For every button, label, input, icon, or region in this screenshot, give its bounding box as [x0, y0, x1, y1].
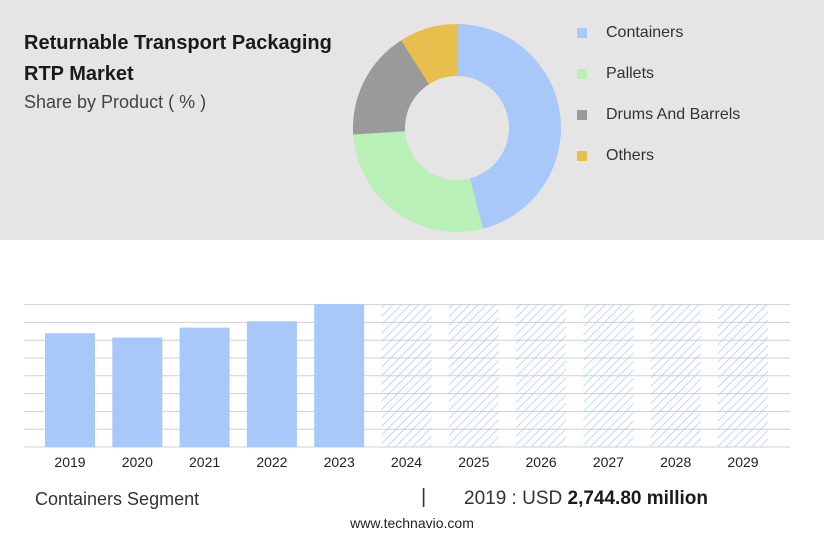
legend-item: Others: [577, 135, 740, 176]
x-tick-label: 2022: [256, 454, 287, 470]
bar-2021: [179, 327, 230, 447]
legend-label: Pallets: [606, 64, 655, 82]
donut-slice-drums-and-barrels: [353, 40, 430, 135]
segment-label: Containers Segment: [35, 489, 200, 509]
segment-value-amount: 2,744.80 million: [567, 488, 708, 509]
segment-value: 2019 : USD 2,744.80 million: [464, 488, 708, 510]
legend-swatch: [577, 109, 587, 120]
market-size-bar-chart: 2019 2020 2021 2022 2023 2024 2025 2026 2027 2028…: [24, 304, 790, 470]
footer-separator: |: [421, 486, 427, 508]
forecast-bar-2025: [448, 304, 499, 447]
x-tick-label: 2029: [727, 454, 758, 470]
legend-swatch: [577, 150, 587, 161]
donut-slice-containers: [457, 24, 562, 229]
x-tick-label: 2028: [660, 454, 691, 470]
bar-2022: [246, 321, 297, 447]
legend-swatch: [577, 68, 587, 79]
forecast-bar-2027: [583, 304, 634, 447]
forecast-bar-2026: [516, 304, 567, 447]
legend-swatch: [577, 27, 587, 38]
bar-2019: [45, 333, 95, 447]
legend-label: Containers: [606, 23, 684, 41]
chart-subtitle: Share by Product ( % ): [24, 92, 207, 112]
legend-item: Pallets: [577, 53, 740, 94]
x-tick-label: 2026: [526, 454, 557, 470]
segment-value-prefix: 2019 : USD: [464, 488, 563, 509]
forecast-bar-2028: [650, 304, 701, 447]
x-tick-label: 2021: [189, 454, 220, 470]
chart-title: Returnable Transport Packaging RTP Marke…: [24, 32, 332, 85]
legend-label: Drums And Barrels: [606, 105, 741, 123]
legend-label: Others: [606, 146, 655, 164]
forecast-bar-2024: [381, 304, 432, 447]
legend-item: Drums And Barrels: [577, 94, 740, 135]
source-credit: www.technavio.com: [350, 515, 474, 531]
donut-slice-pallets: [353, 131, 483, 232]
x-tick-label: 2024: [391, 454, 422, 470]
donut-legend: Containers Pallets Drums And Barrels Others: [577, 12, 740, 176]
x-tick-label: 2019: [54, 454, 85, 470]
x-tick-label: 2025: [458, 454, 489, 470]
donut-slice-others: [401, 24, 457, 85]
bar-2020: [112, 337, 163, 447]
x-tick-label: 2027: [593, 454, 624, 470]
product-share-donut: [353, 24, 562, 232]
x-tick-label: 2020: [122, 454, 153, 470]
bar-2023: [314, 304, 365, 447]
x-tick-label: 2023: [324, 454, 355, 470]
legend-item: Containers: [577, 12, 740, 53]
forecast-bar-2029: [718, 304, 768, 447]
